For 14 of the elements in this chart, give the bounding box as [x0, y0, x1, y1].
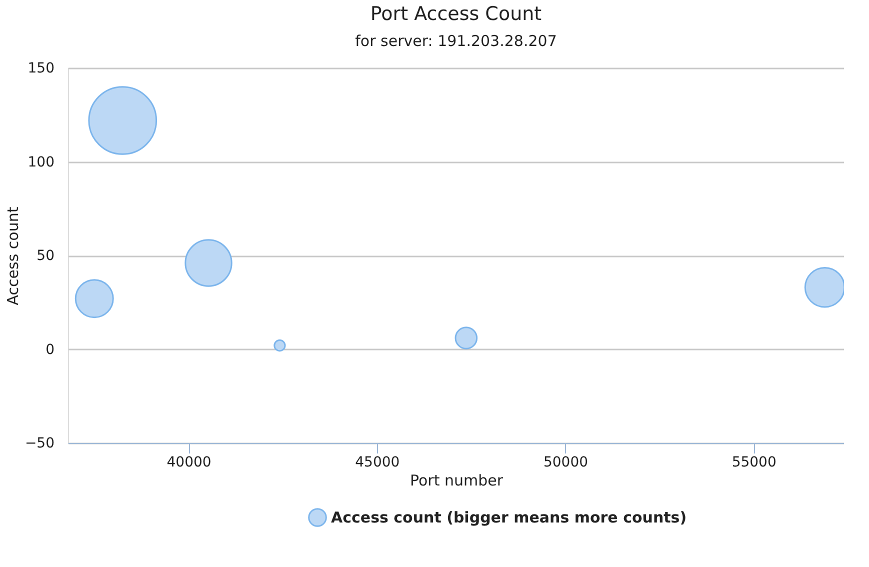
x-axis-title: Port number	[410, 472, 504, 490]
y-axis-title: Access count	[4, 206, 22, 306]
chart-subtitle: for server: 191.203.28.207	[355, 32, 557, 50]
y-tick-label: 50	[36, 248, 54, 264]
y-tick-label: −50	[24, 436, 54, 452]
y-tick-label: 100	[28, 154, 54, 170]
legend-label: Access count (bigger means more counts)	[331, 508, 687, 526]
x-tick-label: 50000	[543, 454, 588, 470]
y-tick-label: 150	[28, 60, 54, 76]
y-tick-label: 0	[46, 342, 54, 358]
x-tick-label: 45000	[355, 454, 400, 470]
x-tick-label: 40000	[166, 454, 212, 470]
chart-title: Port Access Count	[370, 3, 542, 25]
x-tick-label: 55000	[732, 454, 776, 470]
